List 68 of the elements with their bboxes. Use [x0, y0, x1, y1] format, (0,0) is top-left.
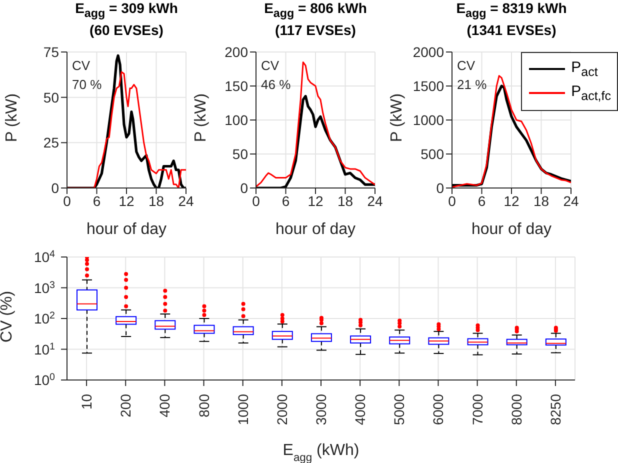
x-tick-label: 18 [148, 192, 164, 209]
chart-subtitle: (117 EVSEs) [274, 22, 357, 39]
y-tick-label: 10$^{2}$ [34, 310, 55, 326]
x-tick-label: 24 [367, 192, 383, 209]
y-tick-label: 150 [224, 78, 248, 94]
x-tick-label: 0 [63, 192, 72, 209]
y-tick-label: 10$^{1}$ [34, 340, 55, 358]
y-tick-label: 500 [420, 146, 444, 162]
annotation: 70 % [72, 76, 102, 94]
x-tick-label: 4000 [352, 394, 368, 426]
y-tick-label: 0 [436, 180, 444, 196]
y-tick-label: 200 [224, 44, 248, 60]
y-tick-label: 10$^{4}$ [34, 248, 56, 265]
chart-subtitle: (1341 EVSEs) [466, 22, 558, 39]
annotation: 21 % [457, 76, 487, 94]
x-tick-label: 24 [563, 192, 579, 209]
x-tick-label: 12 [118, 192, 134, 209]
y-tick-label: 10$^{3}$ [34, 279, 56, 296]
chart-title: E$_{agg}$ = 309 kWh [74, 0, 179, 22]
x-tick-label: 8000 [508, 394, 524, 426]
legend-label: P$_{act,fc}$ [571, 83, 611, 103]
x-tick-label: 10 [78, 394, 95, 410]
y-tick-label: 25 [43, 134, 60, 151]
x-tick-label: 6 [282, 192, 290, 209]
y-tick-label: 50 [43, 89, 60, 106]
x-axis-title: hour of day [471, 221, 552, 238]
x-tick-label: 2000 [274, 394, 290, 426]
annotation: 46 % [261, 76, 291, 94]
y-tick-label: 50 [232, 146, 248, 162]
x-tick-label: 0 [448, 192, 456, 209]
x-tick-label: 18 [337, 192, 354, 209]
y-tick-label: 0 [240, 180, 248, 196]
chart-title: E$_{agg}$ = 806 kWh [263, 0, 368, 22]
x-tick-label: 800 [196, 394, 212, 418]
x-tick-label: 5000 [391, 394, 408, 426]
annotation: CV [457, 57, 476, 75]
x-tick-label: 6 [92, 192, 101, 209]
x-tick-label: 6 [478, 192, 486, 209]
annotation: CV [72, 57, 92, 75]
x-tick-label: 200 [118, 394, 134, 418]
y-tick-label: 10$^{0}$ [34, 372, 56, 388]
annotation: CV [261, 57, 280, 75]
y-tick-label: 0 [51, 180, 60, 196]
x-tick-label: 3000 [313, 394, 329, 426]
x-tick-label: 12 [308, 192, 324, 209]
x-axis-title: hour of day [86, 221, 167, 238]
y-axis-title: CV (%) [0, 290, 16, 342]
y-tick-label: 100 [224, 112, 248, 128]
chart-title: E$_{agg}$ = 8319 kWh [455, 0, 568, 22]
x-tick-label: 18 [533, 192, 550, 209]
y-tick-label: 1500 [412, 78, 444, 94]
x-tick-label: 7000 [469, 394, 486, 426]
y-tick-label: 2000 [412, 44, 444, 60]
x-tick-label: 8250 [547, 394, 564, 426]
legend-label: P$_{act}$ [571, 59, 598, 79]
x-tick-label: 400 [156, 394, 173, 418]
x-axis-title: hour of day [275, 221, 356, 238]
y-tick-label: 75 [43, 44, 60, 60]
chart-subtitle: (60 EVSEs) [88, 22, 164, 39]
y-tick-label: 1000 [412, 112, 444, 128]
y-axis-title: P (kW) [388, 93, 406, 142]
y-axis-title: P (kW) [192, 93, 210, 142]
x-axis-title: E$_{agg}$ (kWh) [282, 442, 360, 463]
x-tick-label: 0 [252, 192, 260, 209]
x-tick-label: 6000 [430, 394, 446, 426]
x-tick-label: 12 [504, 192, 520, 209]
y-axis-title: P (kW) [4, 93, 21, 142]
x-tick-label: 24 [178, 192, 194, 209]
